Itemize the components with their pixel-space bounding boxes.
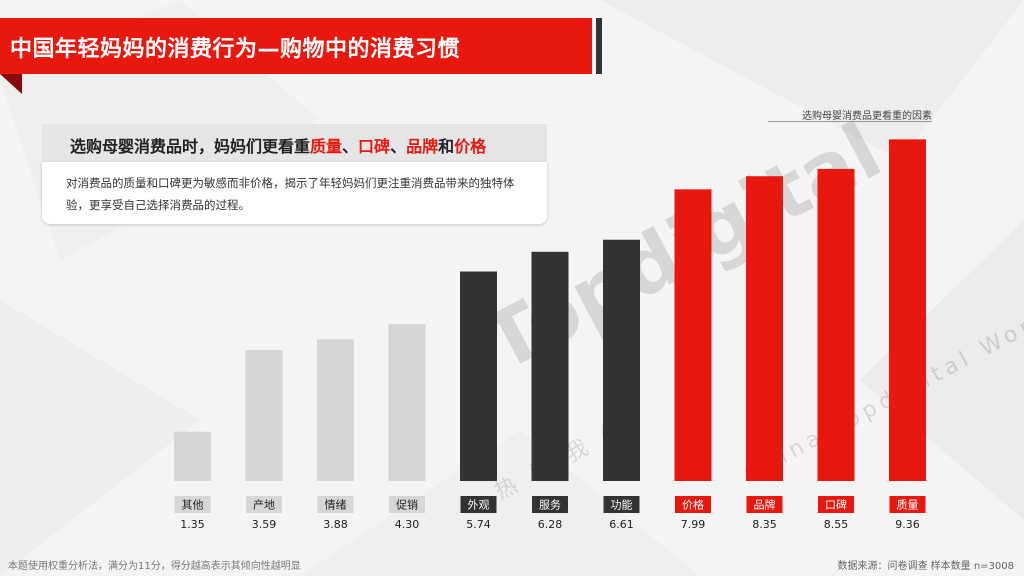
- title-accent-bar: [596, 18, 602, 74]
- value-label-5: 6.28: [538, 518, 563, 531]
- footnote: 本题使用权重分析法，满分为11分，得分越高表示其倾向性越明显: [8, 561, 301, 572]
- category-label-4: 外观: [468, 499, 490, 512]
- keyword-reputation: 口碑: [358, 137, 391, 156]
- value-label-9: 8.55: [824, 518, 849, 531]
- category-label-10: 质量: [897, 499, 919, 512]
- headline-sep-1: 、: [342, 137, 359, 156]
- category-label-9: 口碑: [825, 499, 847, 512]
- headline-prefix: 选购母婴消费品时，妈妈们更看重: [70, 137, 311, 156]
- keyword-quality: 质量: [310, 137, 343, 156]
- bar-3: [388, 324, 426, 481]
- value-label-2: 3.88: [323, 518, 348, 531]
- category-label-box-2: [317, 496, 354, 513]
- category-label-box-4: [460, 496, 497, 513]
- category-label-box-5: [532, 496, 568, 513]
- value-label-10: 9.36: [895, 518, 920, 531]
- category-label-box-9: [818, 496, 854, 513]
- keyword-price: 价格: [454, 137, 487, 156]
- bar-7: [674, 189, 712, 482]
- bar-9: [817, 168, 855, 482]
- bar-10: [889, 139, 926, 482]
- data-source: 数据来源：问卷调查 样本数量 n=3008: [837, 561, 1014, 572]
- headline: 选购母婴消费品时，妈妈们更看重质量、口碑、品牌和价格: [70, 133, 486, 157]
- category-label-box-7: [675, 496, 711, 513]
- chart-title: 选购母婴消费品更看重的因素: [802, 111, 932, 122]
- page-title: 中国年轻妈妈的消费行为—购物中的消费习惯: [10, 37, 461, 62]
- title-fold: [0, 74, 22, 94]
- value-label-8: 8.35: [752, 518, 777, 531]
- category-label-3: 促销: [396, 498, 418, 512]
- category-label-5: 服务: [539, 499, 561, 512]
- category-label-box-8: [746, 496, 783, 513]
- bar-8: [746, 176, 783, 481]
- category-label-1: 产地: [253, 498, 275, 512]
- value-label-6: 6.61: [609, 518, 634, 531]
- title-banner: [0, 18, 592, 74]
- description-box: [42, 162, 547, 224]
- description: 对消费品的质量和口碑更为敏感而非价格，揭示了年轻妈妈们更注重消费品带来的独特体验…: [66, 176, 515, 212]
- category-label-box-10: [889, 496, 926, 513]
- category-label-0: 其他: [182, 499, 204, 512]
- category-label-8: 品牌: [754, 498, 776, 512]
- bar-2: [317, 339, 354, 481]
- category-label-7: 价格: [682, 498, 704, 512]
- chart-title-rule: [768, 121, 932, 122]
- bar-5: [531, 251, 569, 481]
- headline-and: 和: [438, 137, 455, 156]
- bar-0: [174, 431, 211, 481]
- headline-sep-2: 、: [390, 137, 407, 156]
- keyword-brand: 品牌: [406, 137, 439, 156]
- category-label-box-6: [603, 496, 640, 513]
- category-label-box-0: [174, 496, 211, 513]
- bar-4: [460, 271, 497, 481]
- headline-box: [42, 124, 547, 162]
- value-label-1: 3.59: [252, 518, 277, 531]
- value-label-4: 5.74: [466, 518, 491, 531]
- category-label-2: 情绪: [325, 498, 347, 512]
- value-label-3: 4.30: [395, 518, 420, 531]
- value-label-7: 7.99: [681, 518, 706, 531]
- category-label-box-3: [389, 496, 425, 513]
- bar-6: [603, 239, 640, 481]
- value-label-0: 1.35: [180, 518, 205, 531]
- category-label-box-1: [246, 496, 282, 513]
- category-label-6: 功能: [611, 498, 633, 512]
- bar-1: [245, 349, 283, 481]
